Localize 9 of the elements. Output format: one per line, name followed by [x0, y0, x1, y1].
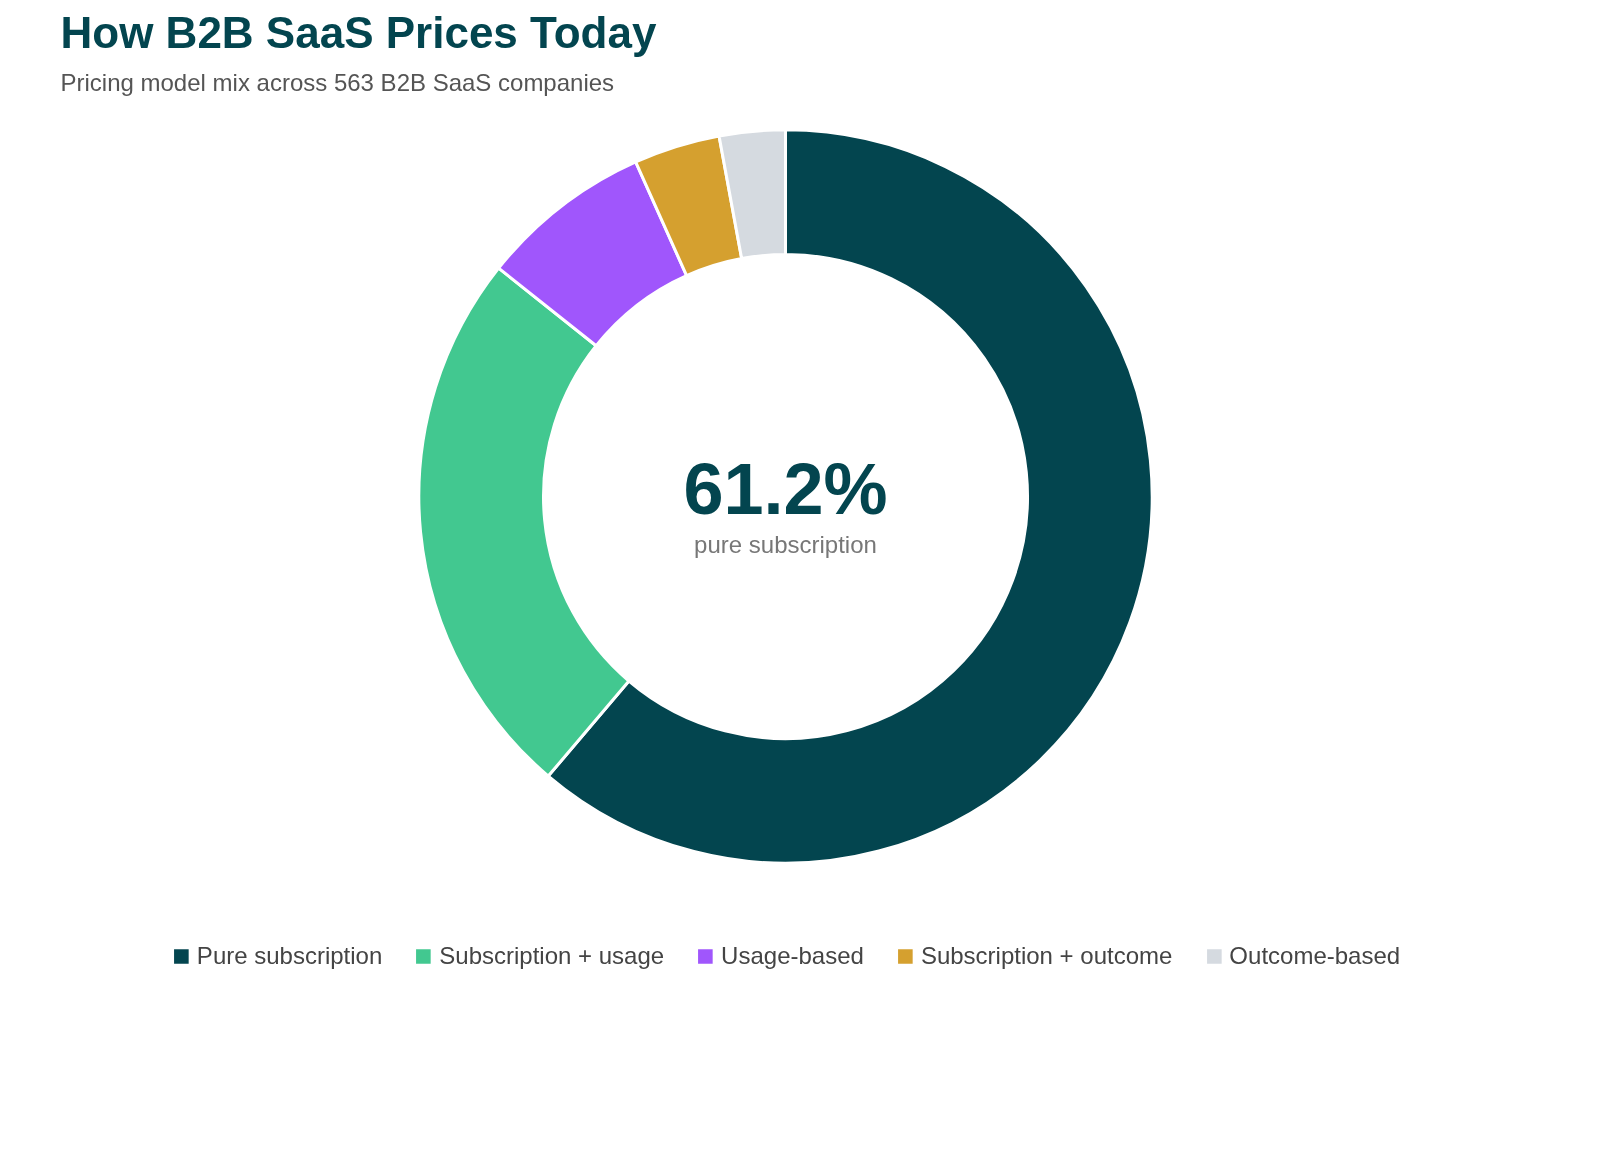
text: 61.2% [683, 449, 888, 530]
legend-label: Subscription + usage [439, 942, 665, 970]
legend-label: Usage-based [721, 942, 864, 970]
legend-label: Outcome-based [1229, 942, 1401, 970]
chart-title: How B2B SaaS Prices Today [60, 7, 657, 57]
legend-label: Subscription + outcome [920, 942, 1173, 970]
legend-label: Pure subscription [196, 942, 383, 970]
chart-subtitle: Pricing model mix across 563 B2B SaaS companies [60, 68, 615, 96]
text: pure subscription [694, 530, 877, 558]
